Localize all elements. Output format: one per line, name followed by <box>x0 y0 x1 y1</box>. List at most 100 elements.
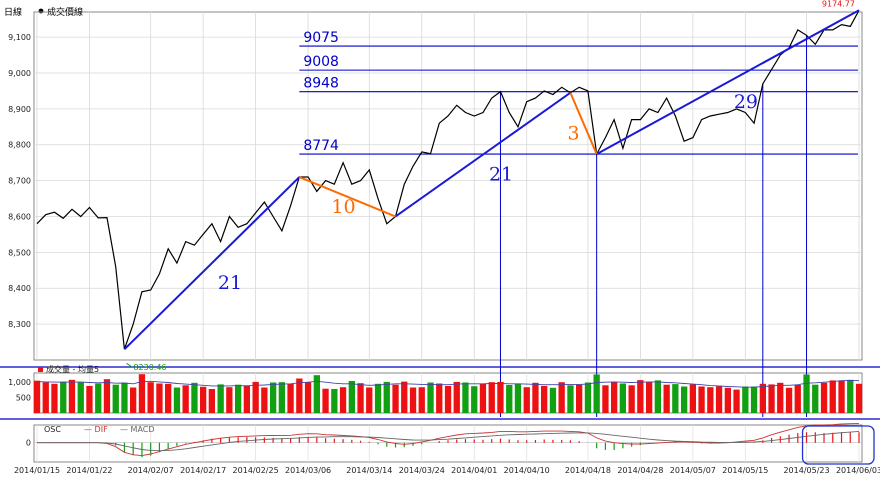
volume-bar <box>77 382 84 413</box>
volume-bar <box>444 385 452 413</box>
volume-bar <box>182 385 189 413</box>
volume-bar <box>803 374 810 413</box>
volume-bar <box>409 387 417 413</box>
volume-bar <box>663 384 670 413</box>
volume-bar <box>532 382 539 413</box>
volume-bar <box>759 383 766 413</box>
price-y-tick: 8,600 <box>8 212 31 221</box>
volume-bar <box>60 381 67 413</box>
dif-line <box>37 422 860 457</box>
macd-legend-dif: — DIF <box>84 425 108 434</box>
volume-bar <box>173 387 181 413</box>
down-trend-count: 3 <box>568 122 580 144</box>
up-trend-line <box>394 91 572 218</box>
macd-pane-frame <box>33 424 863 463</box>
x-tick-label: 2014/04/18 <box>565 466 611 475</box>
volume-bar <box>750 386 758 413</box>
macd-highlight-box <box>801 425 875 465</box>
volume-bar <box>637 380 644 413</box>
volume-bar <box>165 383 172 413</box>
volume-bar <box>374 383 382 413</box>
price-y-tick: 9,100 <box>8 33 31 42</box>
volume-bar <box>252 381 259 413</box>
volume-bar <box>462 382 469 413</box>
volume-bar <box>418 387 425 413</box>
volume-bar <box>103 379 111 413</box>
x-tick-label: 2014/02/25 <box>233 466 279 475</box>
volume-bar <box>785 387 793 413</box>
level-label-8774: 8774 <box>303 138 339 154</box>
x-tick-label: 2014/01/22 <box>66 466 112 475</box>
volume-bar <box>768 384 775 413</box>
volume-bar <box>453 381 460 413</box>
volume-bar <box>847 379 854 413</box>
volume-bar <box>147 382 154 413</box>
volume-bar <box>549 387 557 413</box>
volume-bar <box>628 385 635 413</box>
volume-bar <box>304 382 312 413</box>
volume-bar <box>497 381 504 413</box>
down-trend-line <box>569 92 598 155</box>
x-tick-label: 2014/05/07 <box>670 466 716 475</box>
volume-legend-text: 成交量 - 均量5 <box>46 364 99 374</box>
volume-bar <box>331 389 338 413</box>
up-trend-count: 21 <box>218 272 242 294</box>
price-y-tick: 8,700 <box>8 177 31 186</box>
volume-bar <box>156 383 163 413</box>
volume-bar <box>812 384 819 413</box>
level-label-8948: 8948 <box>303 76 339 92</box>
volume-bar <box>855 383 863 413</box>
volume-bar <box>383 381 390 413</box>
volume-bar <box>733 389 740 413</box>
volume-bar <box>689 384 696 413</box>
volume-y-tick: 500 <box>16 394 31 403</box>
x-tick-label: 2014/05/23 <box>783 466 829 475</box>
price-pane-frame <box>33 11 863 361</box>
x-tick-label: 2014/04/28 <box>617 466 663 475</box>
volume-bar <box>217 384 224 413</box>
volume-bar <box>427 382 434 413</box>
volume-bar <box>471 386 478 413</box>
volume-bar <box>401 381 408 413</box>
volume-bar <box>121 382 128 413</box>
volume-y-tick: 1,000 <box>8 378 31 387</box>
volume-bar <box>138 374 146 413</box>
volume-bar <box>348 381 355 413</box>
volume-bar <box>619 383 626 413</box>
volume-bar <box>392 384 399 413</box>
volume-bar <box>436 383 443 413</box>
volume-bar <box>794 385 801 413</box>
x-tick-label: 2014/03/14 <box>346 466 392 475</box>
volume-bar <box>541 385 548 413</box>
volume-bar <box>576 384 583 413</box>
volume-bar <box>514 383 522 413</box>
price-y-tick: 8,900 <box>8 105 31 114</box>
volume-bar <box>654 380 661 413</box>
volume-bar <box>287 383 294 413</box>
up-trend-line <box>123 176 301 350</box>
volume-bar <box>86 385 93 413</box>
volume-bar <box>506 385 513 413</box>
macd-line <box>37 430 860 452</box>
price-y-tick: 8,400 <box>8 284 31 293</box>
x-tick-label: 2014/01/15 <box>14 466 60 475</box>
volume-bar <box>715 386 723 413</box>
volume-bar <box>313 375 320 413</box>
macd-legend-macd: — MACD <box>120 425 155 434</box>
bullet-icon <box>38 8 44 14</box>
x-tick-label: 2014/03/06 <box>285 466 331 475</box>
volume-bar <box>33 380 41 413</box>
volume-bar <box>724 387 731 413</box>
volume-avg-line <box>36 379 860 388</box>
volume-bar <box>278 382 285 413</box>
high-value-label: 9174.77 <box>822 0 855 8</box>
level-label-9008: 9008 <box>303 54 339 70</box>
volume-bar <box>523 387 530 413</box>
volume-bar <box>322 388 329 413</box>
volume-bar <box>235 384 242 413</box>
price-y-tick: 8,800 <box>8 141 31 150</box>
x-tick-label: 2014/02/17 <box>180 466 226 475</box>
price-y-tick: 9,000 <box>8 69 31 78</box>
price-y-tick: 8,300 <box>8 320 31 329</box>
